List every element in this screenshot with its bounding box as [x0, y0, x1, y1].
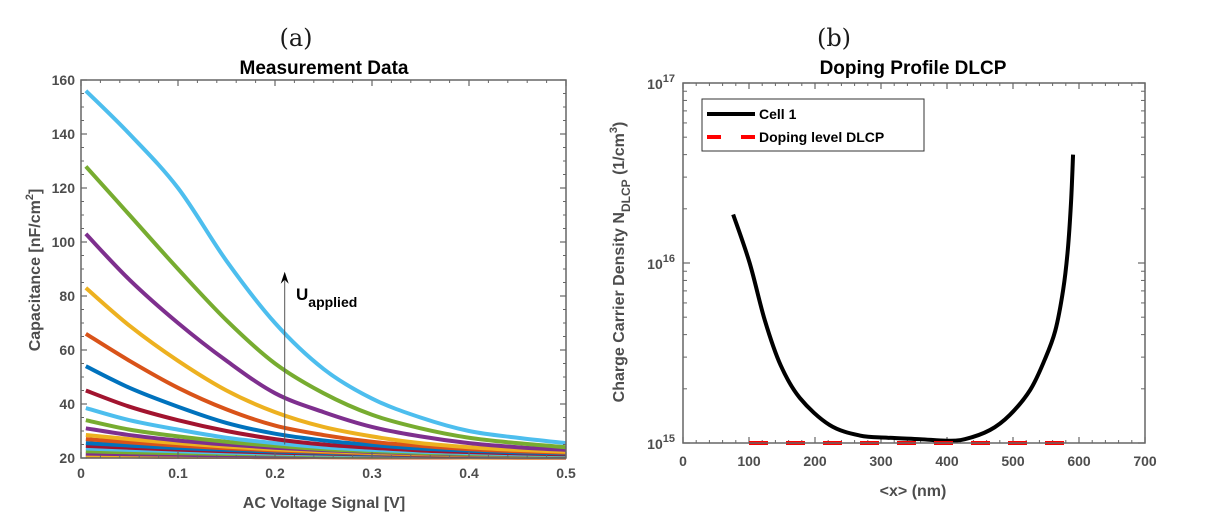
x-tick-label: 600	[1067, 453, 1091, 469]
chart-b-xlabel: <x> (nm)	[880, 483, 947, 500]
y-tick-label: 1015	[647, 433, 675, 452]
series-group	[84, 89, 567, 460]
chart-b-ylabel-unit-sup: 3	[608, 127, 620, 133]
y-tick-label: 160	[52, 72, 76, 88]
axes-box	[80, 79, 567, 459]
y-tick-base: 10	[647, 436, 663, 452]
series-line-curve-1	[84, 89, 567, 446]
x-tick-label: 0.2	[265, 465, 285, 481]
y-tick-exp: 15	[663, 433, 675, 445]
annotation-arrow-head	[280, 271, 289, 284]
chart-b-title: Doping Profile DLCP	[820, 58, 1007, 79]
axes-box	[682, 82, 1146, 444]
panel-b-label: (b)	[817, 24, 851, 52]
y-tick-label: 20	[59, 450, 75, 466]
y-tick-label: 140	[52, 126, 76, 142]
y-tick-label: 100	[52, 234, 76, 250]
y-tick-label: 40	[59, 396, 75, 412]
legend: Cell 1 Doping level DLCP	[701, 98, 925, 152]
y-tick-label: 120	[52, 180, 76, 196]
chart-b-ylabel-text: Charge Carrier Density N	[611, 212, 628, 402]
annotation-main: U	[296, 285, 308, 304]
y-tick-label: 60	[59, 342, 75, 358]
chart-b-ylabel: Charge Carrier Density NDLCP (1/cm3)	[608, 122, 633, 403]
y-tick-base: 10	[647, 76, 663, 92]
y-tick-exp: 17	[663, 73, 675, 85]
x-tick-label: 0.4	[459, 465, 479, 481]
x-tick-label: 100	[737, 453, 761, 469]
series-line-curve-2	[84, 165, 567, 450]
chart-a-ylabel: Capacitance [nF/cm2]	[24, 189, 44, 352]
x-tick-label: 0.5	[556, 465, 576, 481]
chart-a-xlabel: AC Voltage Signal [V]	[243, 495, 405, 512]
y-tick-label: 80	[59, 288, 75, 304]
y-tick-label: 1016	[647, 253, 675, 272]
panel-a-label: (a)	[279, 24, 312, 52]
x-tick-label: 0.3	[362, 465, 382, 481]
plot-a: 0 0.1 0.2 0.3 0.4 0.5 20 40 60 80 100 120 140 160	[52, 72, 576, 481]
legend-box	[701, 98, 925, 152]
chart-a-title: Measurement Data	[240, 58, 409, 79]
chart-b-ylabel-unit-close: )	[611, 122, 628, 127]
series-line-curve-3	[84, 232, 567, 452]
series-line-cell-1	[731, 154, 1076, 443]
y-tick-base: 10	[647, 256, 663, 272]
annotation-u-applied: Uapplied	[296, 285, 357, 310]
x-tick-label: 700	[1133, 453, 1157, 469]
y-tick-label: 1017	[647, 73, 675, 92]
x-tick-label: 400	[935, 453, 959, 469]
annotation-sub: applied	[308, 294, 357, 310]
x-tick-label: 0	[77, 465, 85, 481]
chart-a-ylabel-text: Capacitance [nF/cm	[27, 200, 44, 351]
legend-label-cell-1: Cell 1	[759, 106, 797, 122]
x-tick-label: 0.1	[168, 465, 188, 481]
x-tick-label: 500	[1001, 453, 1025, 469]
chart-b-ylabel-sub: DLCP	[619, 179, 633, 212]
chart-a-ylabel-close: ]	[27, 189, 44, 194]
legend-label-doping-level: Doping level DLCP	[759, 129, 884, 145]
series-line-curve-4	[84, 286, 567, 454]
chart-a-ylabel-sup: 2	[24, 194, 36, 200]
x-tick-label: 0	[679, 453, 687, 469]
y-tick-exp: 16	[663, 253, 675, 265]
x-tick-label: 200	[803, 453, 827, 469]
x-tick-label: 300	[869, 453, 893, 469]
chart-b-ylabel-unit: (1/cm	[611, 133, 628, 179]
